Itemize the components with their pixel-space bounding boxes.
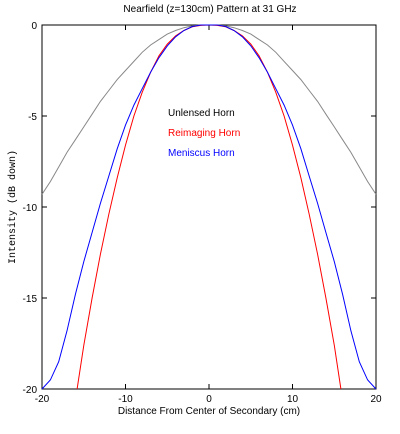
plot-frame <box>41 24 377 390</box>
axis-tick-labels: -20 -10 0 10 20 0 -5 -10 -15 -20 <box>23 21 382 405</box>
y-axis-label: Intensity (dB down) <box>7 150 19 264</box>
x-tick-label-0: -20 <box>35 394 50 405</box>
x-tick-label-2: 0 <box>206 394 212 405</box>
legend-label-2: Meniscus Horn <box>168 148 235 159</box>
legend: Unlensed Horn Reimaging Horn Meniscus Horn <box>168 108 240 159</box>
y-tick-label-1: -5 <box>28 112 37 123</box>
y-tick-label-2: -10 <box>23 203 38 214</box>
y-tick-label-0: 0 <box>31 21 37 32</box>
y-tick-label-3: -15 <box>23 294 38 305</box>
axis-ticks <box>41 24 377 390</box>
x-tick-label-4: 20 <box>370 394 382 405</box>
legend-label-0: Unlensed Horn <box>168 108 235 119</box>
x-axis-label: Distance From Center of Secondary (cm) <box>118 406 300 417</box>
series-line-2 <box>41 24 377 390</box>
chart-title: Nearfield (z=130cm) Pattern at 31 GHz <box>123 4 296 15</box>
series-lines <box>41 24 377 390</box>
legend-label-1: Reimaging Horn <box>168 128 240 139</box>
x-tick-label-1: -10 <box>118 394 133 405</box>
y-tick-label-4: -20 <box>23 385 38 396</box>
x-tick-label-3: 10 <box>287 394 299 405</box>
